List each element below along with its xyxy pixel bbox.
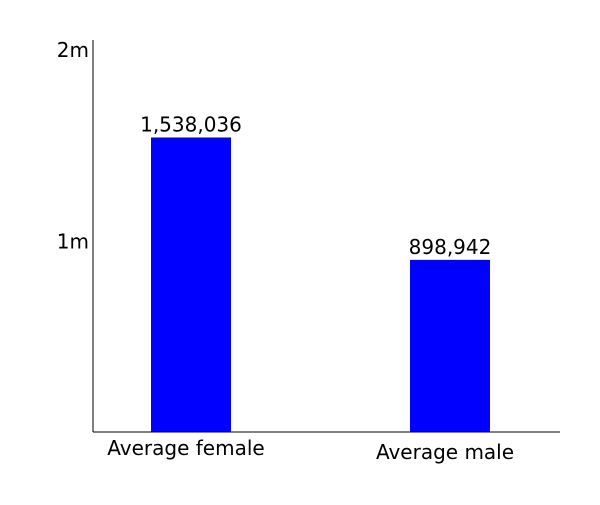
bar (151, 137, 231, 432)
y-tick-label: 1m (57, 230, 89, 254)
y-tick-labels: 1m 2m (57, 38, 89, 254)
bars-layer (151, 137, 490, 432)
bar (410, 259, 490, 432)
data-label: 898,942 (409, 235, 492, 259)
category-labels: Average female Average male (107, 436, 514, 464)
category-label: Average female (107, 436, 264, 460)
y-tick-label: 2m (57, 38, 89, 62)
data-labels: 1,538,036 898,942 (140, 112, 491, 258)
category-label: Average male (376, 440, 514, 464)
data-label: 1,538,036 (140, 112, 242, 136)
